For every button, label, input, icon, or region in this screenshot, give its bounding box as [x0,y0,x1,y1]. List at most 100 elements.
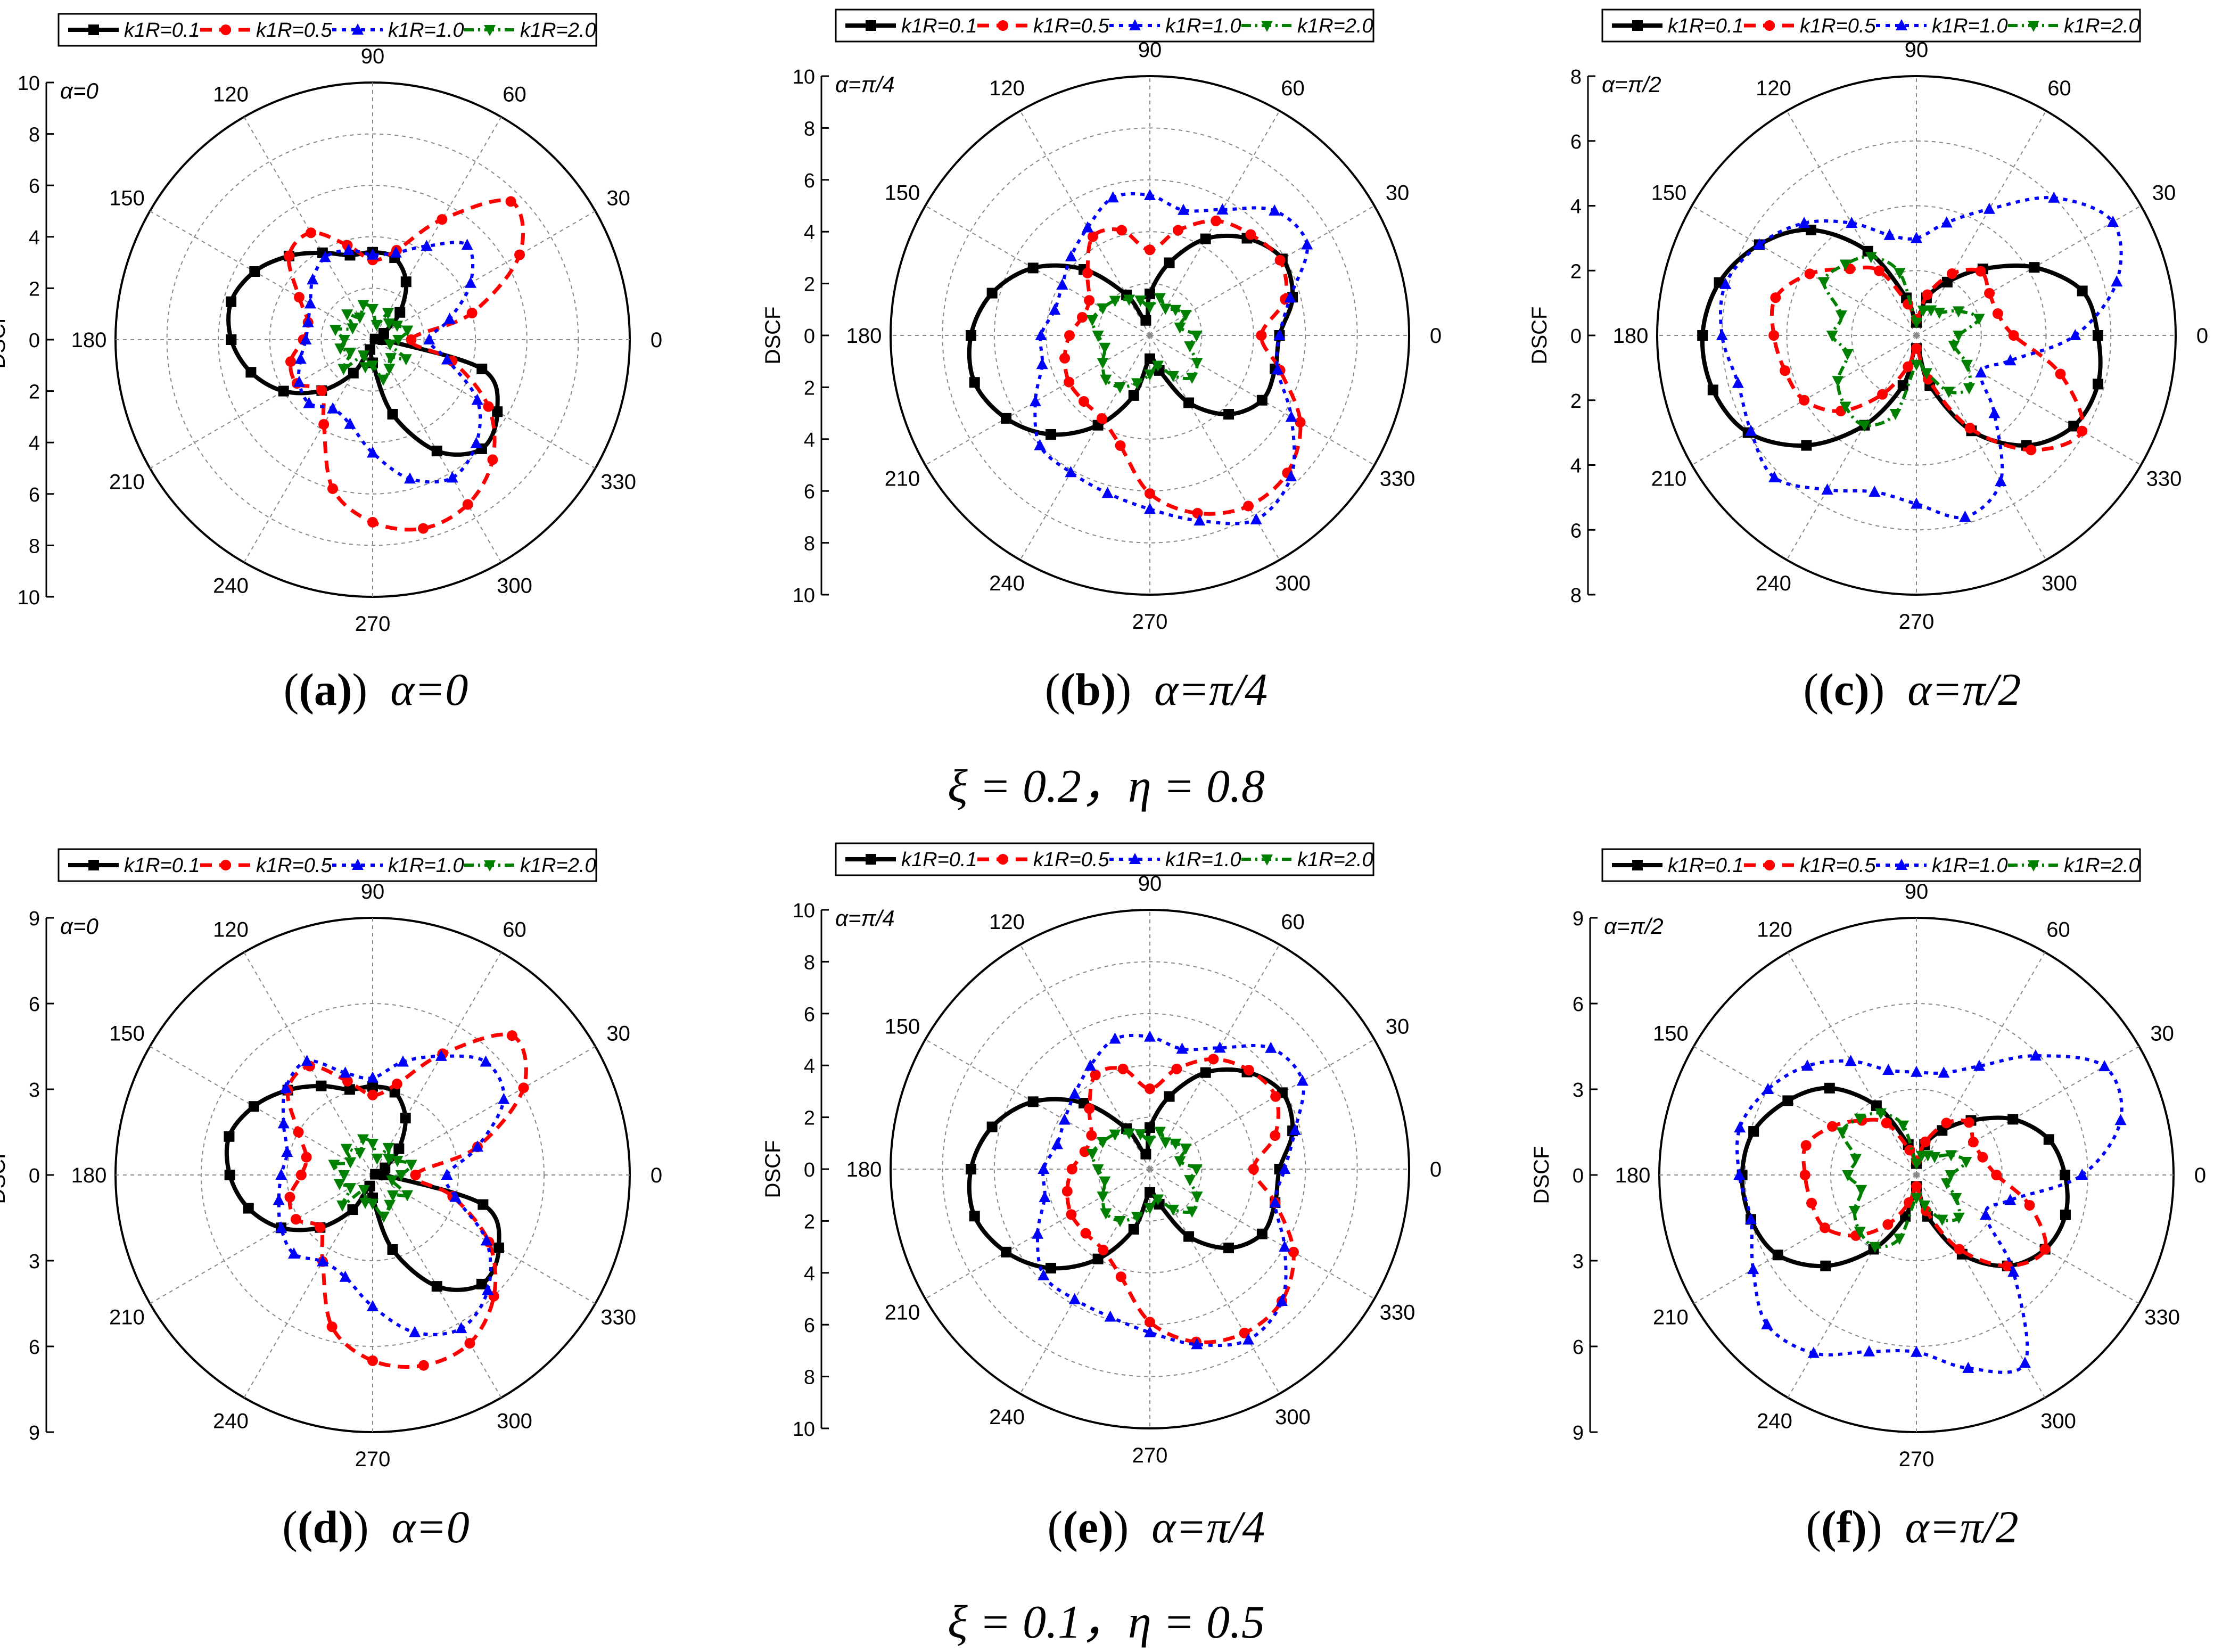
legend-marker [220,24,231,35]
legend-marker [998,854,1008,865]
data-point [341,309,353,321]
data-point [327,402,339,414]
angle-tick-label: 0 [651,1164,662,1187]
data-point [1839,401,1851,413]
data-point [383,364,396,375]
data-point [401,1190,414,1202]
radial-tick-label: 4 [29,432,40,455]
data-point [1092,331,1104,342]
data-point [386,1190,399,1202]
data-point [1164,257,1175,268]
radial-tick-label: 6 [1573,993,1584,1016]
radial-tick-label: 8 [804,1367,815,1389]
data-point [1066,1164,1077,1174]
data-point [1818,277,1830,289]
angle-tick-label: 90 [1905,880,1929,903]
data-point [358,1185,370,1196]
data-point [2069,329,2081,340]
caption-c-text: α=π/2 [1907,664,2021,715]
legend-marker [1129,19,1141,30]
data-point [391,1156,404,1168]
legend-label: k1R=1.0 [388,854,464,877]
data-point [316,385,327,396]
data-point [2007,1265,2020,1277]
data-point [1968,1137,1979,1148]
radial-tick-label: 4 [1570,455,1582,478]
data-point [1099,1176,1111,1188]
data-point [1144,369,1156,381]
caption-e-label: (e) [1063,1501,1114,1552]
data-point [1086,315,1098,327]
data-point [965,330,976,341]
series-0 [965,233,1298,440]
data-point [387,1244,398,1255]
data-point [1835,310,1847,322]
data-point [1946,268,1957,280]
data-point [1889,409,1902,421]
legend-label: k1R=1.0 [1932,854,2008,877]
data-point [421,240,433,251]
data-point [2068,421,2079,432]
data-point [482,1284,494,1295]
alpha-label: α=π/4 [835,72,895,97]
data-point [1780,365,1791,376]
angle-tick-label: 60 [503,83,526,106]
data-point [1174,1156,1186,1168]
radial-tick-label: 9 [29,1422,40,1444]
grid-spoke [1693,1046,1917,1176]
grid-spoke [1916,205,2142,336]
angle-tick-label: 330 [2146,467,2182,491]
data-point [1001,413,1012,424]
data-point [1953,331,1965,342]
data-point [969,1211,980,1222]
data-point [1058,1113,1071,1125]
data-point [2048,191,2060,203]
data-point [1131,378,1143,390]
data-point [405,1160,417,1171]
data-point [301,1055,313,1066]
data-point [1734,1121,1746,1133]
data-point [1943,387,1955,398]
grid-spoke [1019,335,1150,561]
data-point [1100,1208,1112,1220]
data-point [1039,1190,1051,1202]
data-point [338,335,350,346]
angle-tick-label: 120 [213,918,249,941]
data-point [1101,487,1114,498]
data-point [478,1199,489,1210]
grid-ring [269,236,476,443]
data-point [462,499,473,510]
data-point [1911,1158,1922,1170]
data-point [1084,1059,1096,1071]
legend-marker [484,860,496,872]
data-point [1897,1120,1909,1132]
data-point [2024,1199,2035,1211]
data-point [1948,340,1960,352]
data-point [1973,314,1985,325]
data-point [1144,189,1156,201]
legend-marker [1896,19,1907,30]
grid-spoke [243,1174,373,1398]
data-point [492,406,503,417]
legend-label: k1R=0.5 [1800,854,1876,877]
data-point [1128,390,1139,401]
data-point [1265,1041,1277,1053]
series-2 [1029,189,1313,526]
angle-tick-label: 90 [1138,872,1162,895]
data-point [245,367,257,378]
grid-spoke [150,1174,373,1304]
data-point [1894,1234,1906,1245]
data-point [1256,330,1267,341]
data-point [1154,1127,1166,1138]
caption-f: ((f)) α=π/2 [1806,1501,2019,1552]
angle-tick-label: 30 [606,187,630,210]
data-point [1092,1253,1104,1264]
caption-d: ((d)) α=0 [282,1501,470,1552]
data-point [1744,424,1757,436]
legend-label: k1R=1.0 [388,19,464,42]
legend-marker [2028,860,2039,872]
angle-tick-label: 0 [1430,1158,1442,1181]
data-point [1027,1096,1039,1107]
grid-spoke [1149,1039,1375,1170]
